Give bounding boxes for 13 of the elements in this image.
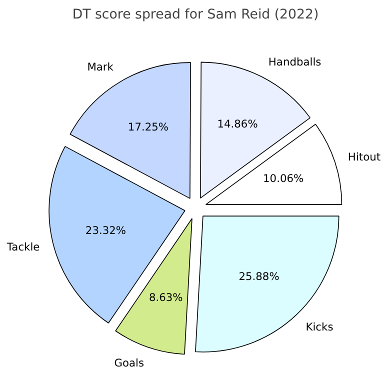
slice-label: Handballs [268,56,322,69]
data-label: 17.25% [128,120,169,134]
slice-label: Tackle [6,240,40,254]
data-label: 10.06% [263,172,304,186]
data-label: 25.88% [238,270,280,284]
data-label: 8.63% [148,290,183,304]
slice-label: Hitout [348,150,381,164]
data-label: 14.86% [217,117,258,130]
chart-title: DT score spread for Sam Reid (2022) [72,8,319,22]
slice-label: Kicks [306,320,334,334]
data-label: 23.32% [85,224,126,237]
slice-label: Goals [114,356,145,370]
slice-label: Mark [87,60,114,74]
